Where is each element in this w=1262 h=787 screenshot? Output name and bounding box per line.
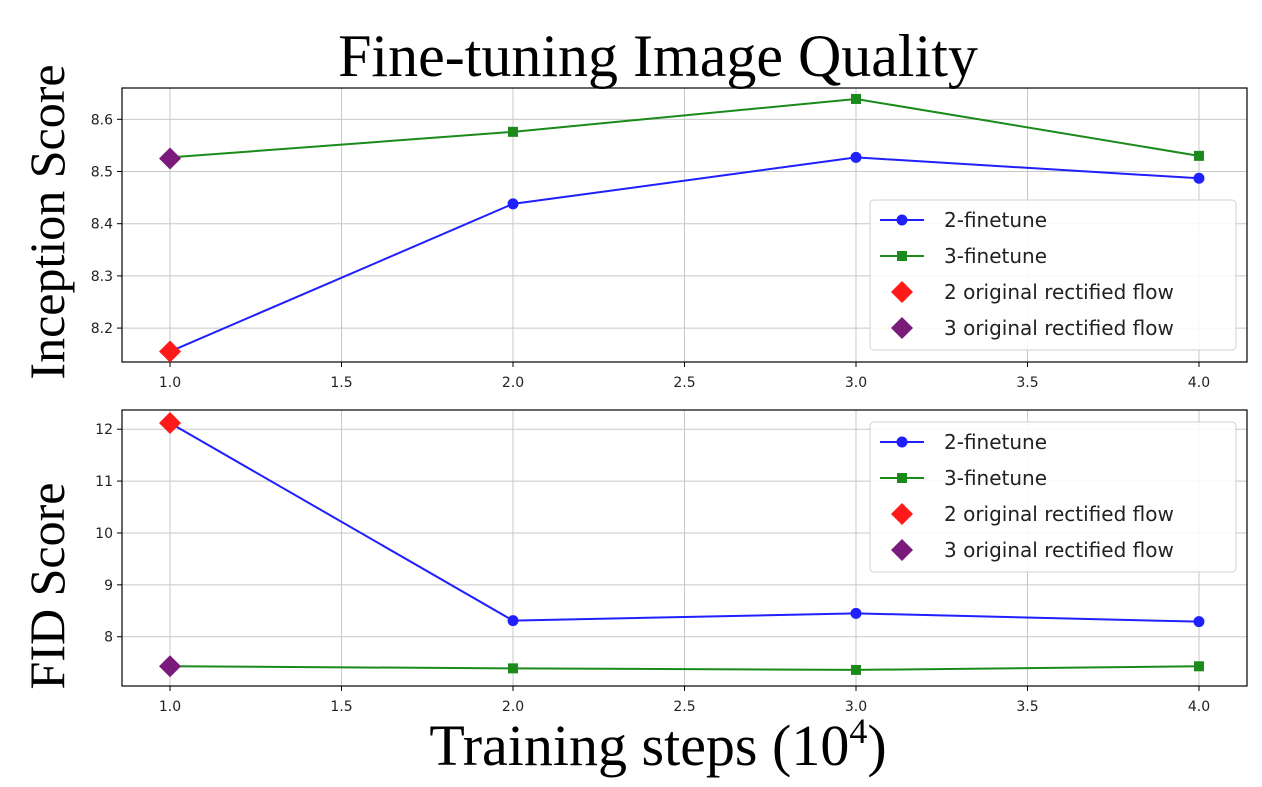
original-point-3-original-rectified-flow bbox=[159, 655, 182, 678]
fid-score-panel: 1.0 1.5 2.0 2.5 3.0 3.5 4.0 8 9 10 11 12 2-finetune 3… bbox=[95, 409, 1248, 715]
x-axis-label: Training steps (104) bbox=[429, 711, 886, 778]
legend-box bbox=[869, 421, 1237, 573]
legend-marker bbox=[891, 539, 913, 561]
legend-label: 2 original rectified flow bbox=[944, 280, 1174, 304]
legend: 2-finetune 3-finetune 2 original rectified… bbox=[869, 421, 1237, 573]
panel-ylabel-fid: FID Score bbox=[19, 483, 75, 690]
series-point-3-finetune bbox=[1193, 661, 1204, 672]
x-axis-label-close: ) bbox=[867, 713, 886, 778]
legend-marker bbox=[891, 317, 913, 339]
legend-marker bbox=[897, 251, 907, 261]
x-axis-label-exponent: 4 bbox=[849, 711, 867, 751]
x-tick-label: 4.0 bbox=[1188, 375, 1210, 391]
legend-box bbox=[869, 199, 1237, 351]
panel-ylabel-inception: Inception Score bbox=[19, 64, 75, 379]
series-point-3-finetune bbox=[508, 126, 519, 137]
series-point-3-finetune bbox=[850, 93, 861, 104]
y-tick-label: 10 bbox=[95, 526, 113, 542]
legend-label: 3 original rectified flow bbox=[944, 538, 1174, 562]
legend-label: 3 original rectified flow bbox=[944, 316, 1174, 340]
original-point-2-original-rectified-flow bbox=[159, 411, 182, 434]
original-point-3-original-rectified-flow bbox=[159, 147, 182, 170]
series-line-2-finetune bbox=[169, 156, 1200, 353]
series-line-2-finetune bbox=[169, 422, 1200, 623]
x-tick-label: 3.0 bbox=[845, 375, 867, 391]
y-tick-label: 8.3 bbox=[91, 269, 113, 285]
series-line-3-finetune bbox=[169, 97, 1200, 159]
series-point-2-finetune bbox=[1193, 616, 1205, 628]
x-tick-label: 1.0 bbox=[159, 699, 181, 715]
legend-marker bbox=[896, 214, 908, 226]
legend-marker bbox=[897, 473, 907, 483]
x-tick-label: 1.5 bbox=[330, 375, 352, 391]
x-tick-label: 2.0 bbox=[502, 375, 524, 391]
inception-score-panel: 1.0 1.5 2.0 2.5 3.0 3.5 4.0 8.2 8.3 8.4 8.5 8.6 2-fi… bbox=[91, 87, 1248, 391]
legend-label: 2-finetune bbox=[944, 430, 1047, 454]
legend-label: 2-finetune bbox=[944, 208, 1047, 232]
x-tick-label: 3.5 bbox=[1016, 375, 1038, 391]
y-tick-label: 8 bbox=[104, 630, 113, 646]
y-tick-label: 8.6 bbox=[91, 112, 113, 128]
series-point-2-finetune bbox=[507, 198, 519, 210]
original-point-2-original-rectified-flow bbox=[159, 340, 182, 363]
series-line-3-finetune bbox=[170, 665, 1199, 671]
series-point-3-finetune bbox=[850, 664, 861, 675]
y-tick-label: 11 bbox=[95, 474, 113, 490]
chart-title: Fine-tuning Image Quality bbox=[338, 23, 978, 89]
legend-label: 3-finetune bbox=[944, 466, 1047, 490]
legend-label: 3-finetune bbox=[944, 244, 1047, 268]
x-tick-label: 1.5 bbox=[330, 699, 352, 715]
y-tick-label: 8.2 bbox=[91, 321, 113, 337]
legend: 2-finetune 3-finetune 2 original rectified… bbox=[869, 199, 1237, 351]
legend-marker bbox=[891, 281, 913, 303]
series-point-2-finetune bbox=[850, 151, 862, 163]
y-tick-label: 9 bbox=[104, 578, 113, 594]
plot-frame bbox=[121, 87, 1248, 363]
series-point-3-finetune bbox=[1193, 150, 1204, 161]
x-tick-label: 1.0 bbox=[159, 375, 181, 391]
x-tick-label: 3.0 bbox=[845, 699, 867, 715]
series-point-2-finetune bbox=[850, 607, 862, 619]
series-point-2-finetune bbox=[507, 615, 519, 627]
y-tick-label: 12 bbox=[95, 422, 113, 438]
x-tick-label: 2.0 bbox=[502, 699, 524, 715]
x-tick-label: 2.5 bbox=[673, 375, 695, 391]
series-point-2-finetune bbox=[1193, 172, 1205, 184]
legend-marker bbox=[896, 436, 908, 448]
legend-label: 2 original rectified flow bbox=[944, 502, 1174, 526]
series-point-3-finetune bbox=[508, 663, 519, 674]
x-tick-label: 2.5 bbox=[673, 699, 695, 715]
x-axis-label-base: Training steps (10 bbox=[429, 713, 849, 778]
plot-frame bbox=[121, 409, 1248, 687]
x-tick-label: 4.0 bbox=[1188, 699, 1210, 715]
y-tick-label: 8.5 bbox=[91, 165, 113, 181]
legend-marker bbox=[891, 503, 913, 525]
x-tick-label: 3.5 bbox=[1016, 699, 1038, 715]
y-tick-label: 8.4 bbox=[91, 217, 113, 233]
